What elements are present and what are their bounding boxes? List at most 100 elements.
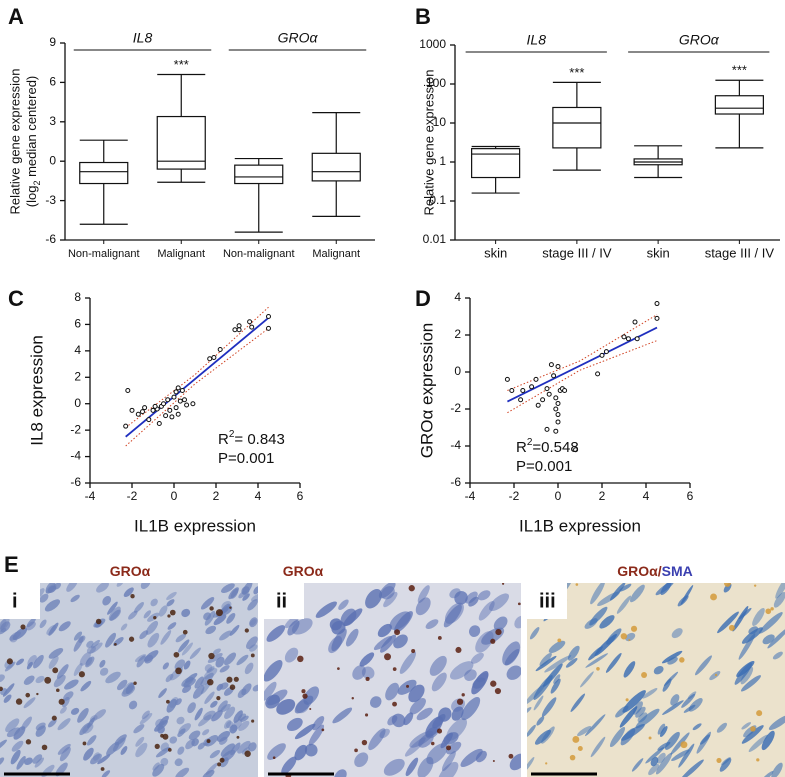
cell-nucleus [143,610,152,619]
stain-spot [337,667,340,670]
cell-nucleus [740,666,754,685]
cell-nucleus [732,605,749,632]
stain-spot [461,693,465,697]
cell-nucleus [539,652,552,667]
stain-spot [492,759,495,762]
stain-spot [770,607,774,611]
cell-nucleus [63,691,74,701]
cell-nucleus [660,583,672,596]
y-tick-label: 3 [49,114,56,128]
cell-nucleus [141,710,150,720]
stain-spot [166,699,170,704]
cell-nucleus [57,718,71,731]
stain-spot [620,633,628,640]
cell-nucleus [155,718,164,728]
panel-letter: B [415,4,431,29]
cell-nucleus [680,759,704,777]
cell-nucleus [767,627,785,649]
cell-nucleus [584,618,598,629]
data-point [654,301,660,307]
cell-nucleus [308,724,325,746]
stain-spot [229,606,232,609]
cell-nucleus [748,734,768,752]
cell-nucleus [102,595,112,606]
cell-nucleus [181,676,194,687]
data-point [555,400,561,406]
cell-nucleus [145,620,159,635]
stain-spot [455,646,462,653]
confidence-band [507,314,658,391]
y-tick-label: -3 [45,193,56,207]
cell-nucleus [205,625,217,635]
cell-nucleus [90,753,102,765]
cell-nucleus [461,697,481,721]
cell-nucleus [585,714,606,737]
cell-nucleus [162,662,169,670]
cell-nucleus [665,731,680,750]
cell-nucleus [425,619,439,630]
cell-nucleus [619,706,638,728]
cell-nucleus [26,661,33,670]
cell-nucleus [53,674,66,688]
stain-spot [216,696,221,701]
stain-spot [753,584,757,587]
x-tick-label: Non-malignant [68,248,140,260]
stain-spot [431,741,435,746]
cell-nucleus [246,636,258,650]
cell-nucleus [166,599,175,607]
stain-spot [44,676,52,684]
data-point [548,362,554,368]
data-point [177,398,183,404]
cell-nucleus [443,604,462,628]
r-squared: R2=0.548 [516,437,579,456]
cell-nucleus [534,729,551,745]
data-point [152,403,158,409]
cell-nucleus [167,622,177,630]
cell-nucleus [688,698,703,712]
data-point [603,349,609,355]
cell-nucleus [493,616,508,631]
cell-nucleus [73,662,83,676]
stain-spot [167,748,172,752]
stain-spot [392,701,397,707]
cell-nucleus [206,666,215,673]
title-part: GROα [110,563,151,579]
cell-nucleus [133,724,145,734]
stain-spot [100,767,105,771]
cell-nucleus [123,587,134,598]
cell-nucleus [139,712,153,725]
cell-nucleus [90,639,100,649]
stain-spot [446,745,452,751]
cell-nucleus [253,586,258,595]
cell-nucleus [661,650,683,664]
cell-nucleus [536,716,545,726]
stain-spot [36,692,39,696]
cell-nucleus [35,675,45,684]
cell-nucleus [460,748,483,768]
cell-nucleus [160,742,169,752]
cell-nucleus [670,732,690,755]
cell-nucleus [120,623,128,631]
stain-spot [302,693,308,699]
stain-spot [297,655,304,663]
cell-nucleus [681,693,696,708]
stain-spot [625,698,629,702]
stain-spot [206,739,211,744]
cell-nucleus [219,665,230,673]
cell-nucleus [365,588,382,609]
regression-line [507,326,658,403]
group-label: IL8 [527,32,547,48]
stain-spot [680,741,688,749]
cell-nucleus [761,730,775,751]
cell-nucleus [4,661,16,672]
stain-spot [207,678,214,686]
x-tick-label: stage III / IV [542,245,612,260]
stain-spot [679,657,685,663]
data-point [595,371,601,377]
cell-nucleus [39,619,47,629]
data-point [562,388,568,393]
cell-nucleus [122,682,134,695]
cell-nucleus [527,724,536,737]
cell-nucleus [21,716,32,730]
stain-spot [78,671,85,678]
